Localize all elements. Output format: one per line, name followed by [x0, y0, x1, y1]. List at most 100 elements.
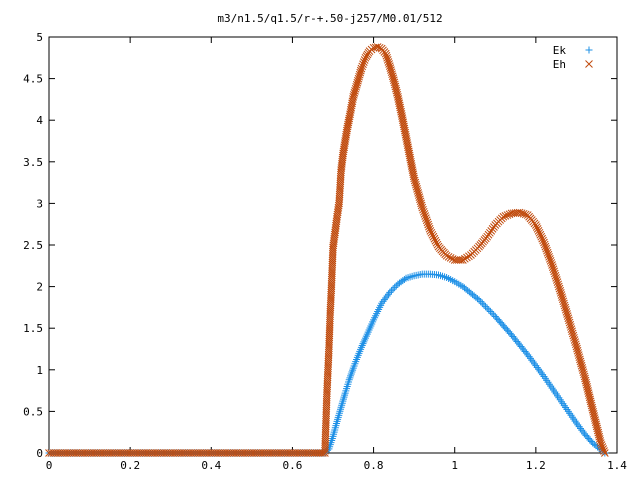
data-point-ek	[532, 362, 540, 370]
data-point-eh	[565, 318, 574, 327]
data-point-eh	[563, 312, 572, 320]
data-point-eh	[556, 289, 565, 297]
data-point-eh	[521, 210, 530, 219]
data-point-ek	[357, 343, 365, 351]
legend-marker-eh	[585, 60, 593, 68]
data-point-ek	[572, 419, 580, 427]
data-point-eh	[359, 58, 368, 66]
y-tick-label: 4.5	[23, 73, 43, 86]
data-point-eh	[597, 441, 606, 449]
data-point-eh	[574, 349, 583, 357]
data-point-ek	[387, 287, 395, 295]
data-point-ek	[383, 292, 391, 300]
data-point-eh	[576, 355, 584, 364]
data-point-ek	[587, 437, 595, 445]
data-point-eh	[425, 224, 434, 233]
data-point-eh	[570, 333, 578, 342]
y-tick-label: 3.5	[23, 156, 43, 169]
data-point-eh	[538, 234, 547, 243]
data-point-eh	[422, 214, 430, 223]
chart-marks	[45, 43, 609, 457]
data-point-ek	[539, 371, 547, 379]
data-point-ek	[526, 354, 534, 362]
y-tick-label: 2.5	[23, 239, 43, 252]
data-point-eh	[541, 242, 550, 251]
x-tick-label: 1.4	[607, 459, 627, 472]
data-point-ek	[529, 358, 537, 366]
x-tick-label: 0.4	[201, 459, 221, 472]
data-point-eh	[569, 331, 578, 340]
data-point-eh	[562, 308, 571, 316]
data-point-ek	[475, 296, 483, 304]
data-point-eh	[596, 437, 605, 445]
data-point-ek	[359, 340, 367, 348]
data-point-eh	[537, 232, 546, 241]
data-point-eh	[596, 439, 605, 447]
data-point-eh	[555, 284, 564, 293]
data-point-eh	[532, 223, 541, 231]
data-point-eh	[424, 220, 433, 229]
data-point-eh	[539, 236, 547, 245]
data-point-eh	[358, 62, 367, 71]
data-point-ek	[531, 360, 539, 368]
series-eh	[45, 43, 609, 457]
data-point-ek	[473, 295, 481, 303]
legend-label-eh: Eh	[553, 58, 566, 71]
data-point-eh	[550, 269, 559, 278]
x-tick-label: 0.8	[364, 459, 384, 472]
data-point-eh	[501, 212, 510, 220]
data-point-ek	[379, 297, 387, 305]
data-point-ek	[535, 365, 543, 373]
data-point-ek	[575, 423, 583, 431]
data-point-eh	[542, 244, 551, 253]
data-point-eh	[543, 246, 551, 255]
data-point-eh	[573, 344, 581, 353]
data-point-eh	[577, 361, 586, 370]
x-tick-label: 0	[46, 459, 53, 472]
data-point-ek	[576, 424, 584, 432]
data-point-eh	[356, 66, 365, 75]
data-point-eh	[381, 49, 390, 58]
data-point-eh	[598, 443, 607, 451]
data-point-eh	[499, 212, 508, 221]
data-point-eh	[458, 256, 467, 264]
data-point-eh	[559, 297, 568, 306]
data-point-eh	[463, 253, 471, 262]
data-point-eh	[431, 236, 440, 245]
data-point-ek	[488, 309, 496, 317]
data-point-ek	[382, 294, 390, 302]
data-point-eh	[558, 295, 567, 304]
y-tick-label: 0	[36, 447, 43, 460]
data-point-eh	[571, 338, 580, 347]
data-point-eh	[553, 278, 562, 287]
data-point-ek	[391, 283, 399, 291]
data-point-ek	[360, 338, 368, 346]
data-point-ek	[378, 299, 386, 307]
y-tick-label: 4	[36, 114, 43, 127]
data-point-eh	[546, 254, 554, 263]
data-point-ek	[574, 421, 582, 429]
data-point-eh	[428, 230, 437, 239]
data-point-eh	[578, 366, 587, 374]
data-point-eh	[568, 329, 577, 338]
data-point-eh	[420, 210, 429, 218]
data-point-ek	[380, 296, 388, 304]
data-point-eh	[461, 254, 469, 263]
data-point-eh	[570, 336, 579, 344]
data-point-eh	[577, 359, 585, 368]
data-point-ek	[490, 311, 498, 319]
data-point-eh	[600, 449, 609, 457]
data-point-eh	[550, 267, 558, 276]
data-point-eh	[566, 320, 575, 329]
data-point-eh	[430, 234, 439, 243]
data-point-eh	[552, 274, 560, 282]
data-point-eh	[552, 276, 561, 284]
data-point-eh	[417, 201, 426, 210]
data-point-eh	[419, 205, 427, 214]
data-point-eh	[503, 211, 512, 219]
data-point-ek	[533, 363, 541, 371]
data-point-eh	[418, 203, 427, 212]
data-point-ek	[485, 306, 493, 314]
data-point-eh	[543, 248, 552, 257]
